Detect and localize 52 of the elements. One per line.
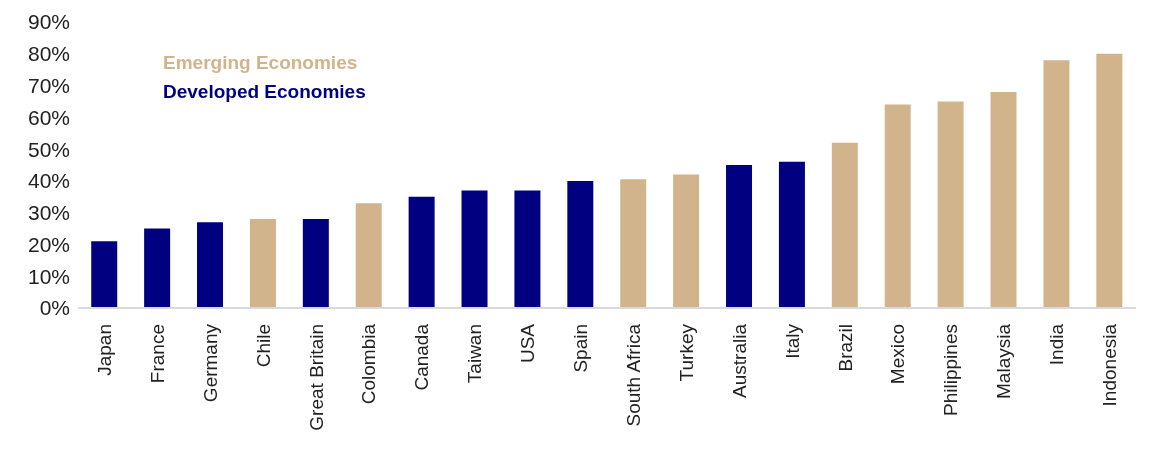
y-tick-label: 30% [27,201,70,225]
bar [884,104,911,308]
x-tick-label: India [1046,323,1068,366]
x-tick-label: Germany [199,323,221,403]
bar [514,190,541,308]
bar [461,190,488,308]
x-tick-label: Australia [728,323,750,398]
bar [1096,53,1123,308]
bar [726,165,753,308]
x-tick-label: Canada [411,323,433,391]
x-tick-label: Indonesia [1099,323,1121,407]
bar [778,161,805,308]
bar [567,180,594,308]
bar [144,228,171,308]
text: Developed Economies [163,80,366,104]
bar [673,174,700,308]
y-tick-label: 40% [27,169,70,193]
x-tick-label: Chile [252,324,274,368]
y-tick-label: 60% [27,105,70,129]
y-tick-label: 0% [39,296,70,320]
x-tick-label: Mexico [887,324,909,385]
y-tick-label: 50% [27,137,70,161]
bar [249,219,276,308]
bar [408,196,435,308]
bar [620,179,647,308]
y-tick-label: 20% [27,232,70,256]
bar [355,203,382,308]
x-tick-label: South Africa [622,323,644,427]
x-tick-label: Brazil [834,324,856,372]
x-tick-label: Malaysia [993,323,1015,399]
y-tick-label: 10% [27,264,70,288]
x-tick-label: Turkey [675,323,697,382]
bar [937,101,964,308]
x-tick-label: Philippines [940,324,962,416]
x-tick-label: Italy [781,323,803,359]
bar [990,91,1017,308]
bar [302,219,329,308]
y-tick-label: 70% [27,74,70,98]
y-tick-label: 90% [27,10,70,34]
x-tick-label: Great Britain [305,324,327,431]
x-tick-label: Spain [570,324,592,373]
x-tick-label: USA [517,323,539,364]
bar [831,142,858,308]
bar [91,241,118,308]
bar [1043,60,1070,308]
y-tick-label: 80% [27,42,70,66]
x-tick-label: Taiwan [464,324,486,384]
text: Emerging Economies [163,51,359,75]
bar [197,222,224,308]
x-tick-label: Colombia [358,323,380,405]
x-tick-label: Japan [93,324,115,376]
x-tick-label: France [146,324,168,384]
